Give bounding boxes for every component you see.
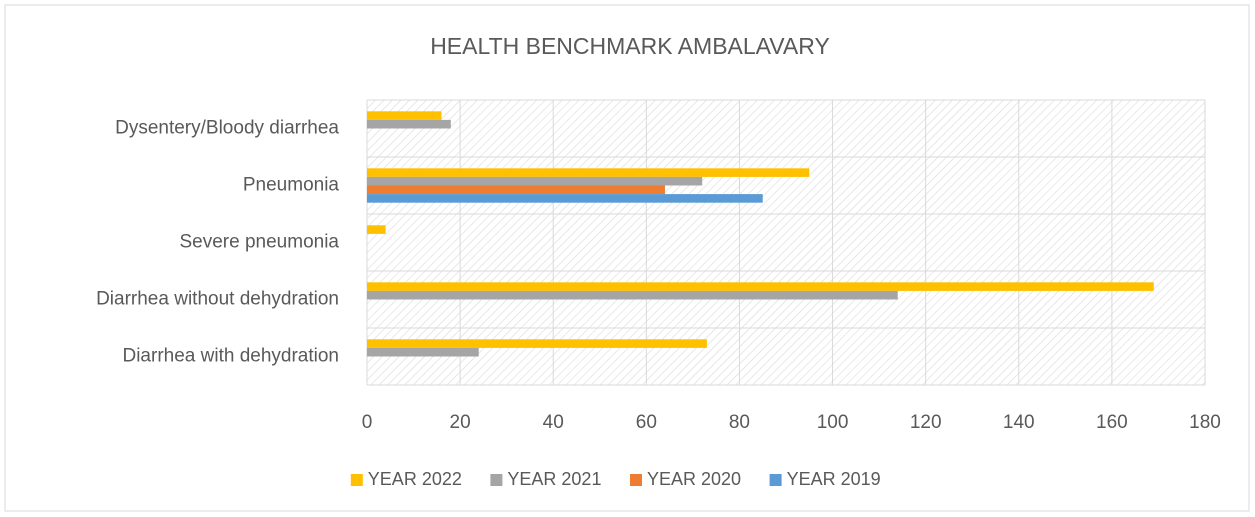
y-tick-label: Diarrhea with dehydration [122, 346, 339, 367]
bar [367, 194, 763, 203]
legend-swatch [490, 474, 503, 486]
bar [367, 225, 386, 234]
legend-swatch [350, 474, 363, 486]
bar [367, 185, 665, 195]
chart-title: HEALTH BENCHMARK AMBALAVARY [430, 33, 830, 59]
y-tick-label: Pneumonia [243, 175, 340, 196]
bar [367, 119, 451, 129]
bar [367, 282, 1154, 291]
x-tick-label: 20 [450, 412, 471, 433]
bar [367, 168, 810, 177]
bar [367, 347, 479, 357]
bar [367, 176, 703, 186]
x-tick-label: 140 [1003, 412, 1035, 433]
legend-label: YEAR 2019 [787, 469, 881, 489]
x-tick-label: 180 [1189, 412, 1221, 433]
bar [367, 290, 898, 300]
x-tick-label: 120 [910, 412, 942, 433]
legend-label: YEAR 2021 [507, 469, 601, 489]
legend-swatch [769, 474, 782, 486]
x-tick-label: 80 [729, 412, 750, 433]
y-tick-label: Diarrhea without dehydration [96, 289, 339, 310]
x-tick-label: 100 [817, 412, 849, 433]
y-tick-label: Dysentery/Bloody diarrhea [115, 118, 339, 139]
x-tick-label: 60 [636, 412, 657, 433]
x-tick-label: 0 [362, 412, 373, 433]
legend-label: YEAR 2020 [647, 469, 741, 489]
plot-area [367, 100, 1205, 385]
legend-swatch [630, 474, 642, 486]
bar [367, 111, 442, 120]
y-tick-label: Severe pneumonia [180, 232, 340, 253]
legend-label: YEAR 2022 [368, 469, 462, 489]
x-tick-label: 160 [1096, 412, 1128, 433]
bar [367, 339, 707, 348]
x-tick-label: 40 [543, 412, 564, 433]
